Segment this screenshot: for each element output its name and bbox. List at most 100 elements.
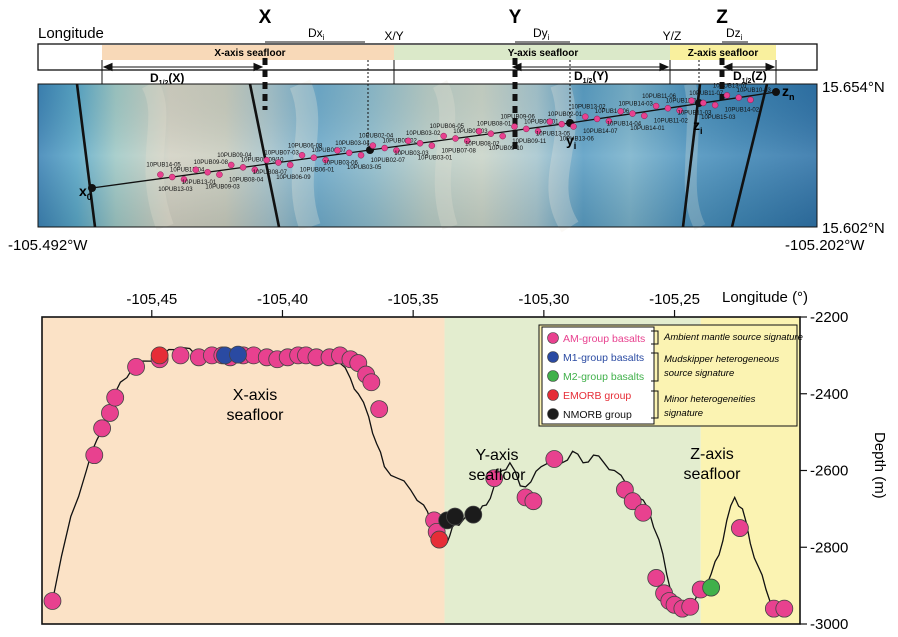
z-seafloor-bar-label: Z-axis seafloor bbox=[688, 48, 759, 59]
map-sample-dot bbox=[747, 96, 754, 104]
map-sample-dot bbox=[534, 128, 542, 135]
lon-left-label: -105.492°W bbox=[8, 237, 88, 254]
y-tick-label: -2800 bbox=[810, 539, 848, 556]
point-am-group bbox=[101, 404, 119, 422]
y-axis-label: Depth (m) bbox=[871, 432, 888, 499]
x0-point bbox=[88, 184, 96, 192]
legend-note-2b: source signature bbox=[664, 368, 734, 379]
map-sample-label: 10PUB08-02 bbox=[465, 141, 500, 147]
map-sample-label: 10PUB13-02 bbox=[571, 105, 606, 111]
y-tick-label: -3000 bbox=[810, 616, 848, 633]
x0-label: x0 bbox=[79, 183, 92, 202]
map-sample-label: 10PUB14-02 bbox=[725, 108, 760, 114]
point-m2-group bbox=[702, 578, 721, 597]
half-distance-y: D1/2(Y) bbox=[574, 69, 608, 85]
region-bg-0 bbox=[42, 317, 445, 624]
map-sample-dot bbox=[192, 166, 200, 174]
map-sample-label: 10PUB14-06 bbox=[595, 109, 630, 115]
map-sample-label: 10PUB03-04 bbox=[335, 141, 370, 147]
map-sample-dot bbox=[452, 135, 459, 142]
map-sample-dot bbox=[286, 161, 294, 169]
map-sample-label: 10PUB03-01 bbox=[418, 156, 453, 162]
map-sample-dot bbox=[652, 102, 660, 110]
map-sample-dot bbox=[487, 130, 495, 137]
map-sample-dot bbox=[393, 147, 400, 154]
point-am-group bbox=[106, 388, 125, 407]
zn-label: zn bbox=[782, 83, 795, 102]
point-am-group bbox=[171, 346, 190, 365]
z-region-label-1: Z-axis bbox=[690, 446, 734, 463]
map-sample-dot bbox=[334, 147, 341, 154]
map-sample-label: 10PUB07-08 bbox=[441, 148, 476, 154]
map-sample-dot bbox=[641, 112, 648, 120]
legend-label: EMORB group bbox=[563, 390, 631, 402]
map-sample-dot bbox=[617, 108, 624, 115]
legend-swatch bbox=[547, 408, 559, 420]
map-sample-label: 10PUB08-09/10 bbox=[241, 158, 284, 164]
yz-boundary-label: Y/Z bbox=[663, 29, 682, 43]
point-emorb bbox=[430, 530, 449, 549]
map-sample-label: 10PUB13-07 bbox=[713, 83, 748, 89]
map-sample-dot bbox=[700, 99, 707, 107]
map-sample-dot bbox=[357, 151, 365, 159]
y-region-label-2: seafloor bbox=[469, 467, 527, 484]
y-letter: Y bbox=[509, 7, 522, 28]
map-sample-label: 10PUB09-03 bbox=[205, 185, 240, 191]
legend-note-3a: Minor heterogeneities bbox=[664, 394, 756, 405]
map-sample-dot bbox=[723, 92, 731, 99]
map-sample-label: 10PUB09-04 bbox=[217, 153, 252, 159]
map-sample-dot bbox=[239, 164, 247, 171]
map-sample-label: 10PUB08-01 bbox=[477, 122, 512, 128]
map-sample-dot bbox=[404, 137, 412, 145]
point-am-group bbox=[634, 503, 653, 522]
map-sample-dot bbox=[735, 94, 742, 101]
map-sample-label: 10PUB14-01 bbox=[630, 126, 665, 132]
x-region-label-1: X-axis bbox=[233, 387, 277, 404]
map-sample-label: 10PUB06-07 bbox=[312, 148, 347, 154]
map-sample-label: 10PUB06-09 bbox=[276, 175, 311, 181]
map-sample-label: 10PUB06-08 bbox=[288, 143, 323, 149]
map-sample-dot bbox=[168, 173, 176, 181]
x-letter: X bbox=[259, 7, 272, 28]
point-m1-group bbox=[229, 345, 247, 364]
map-sample-dot bbox=[546, 118, 554, 125]
legend-swatch bbox=[547, 370, 559, 382]
map-sample-dot bbox=[570, 123, 577, 130]
map-axis-markers bbox=[262, 58, 725, 150]
z-region-label-2: seafloor bbox=[684, 466, 742, 483]
map-longitude-label: Longitude bbox=[38, 25, 104, 42]
map-sample-label: 10PUB09-06 bbox=[500, 114, 535, 120]
map-sample-dot bbox=[511, 123, 518, 130]
lon-right-label: -105.202°W bbox=[785, 237, 865, 254]
point-am-group bbox=[681, 597, 700, 616]
x-tick-label: -105,35 bbox=[388, 291, 439, 308]
map-sample-label: 10PUB07-03 bbox=[264, 151, 299, 157]
map-sample-dot bbox=[676, 107, 683, 114]
map-sample-label: 10PUB02-02 bbox=[382, 138, 417, 144]
map-sample-dot bbox=[345, 149, 353, 157]
xy-boundary-label: X/Y bbox=[384, 29, 403, 43]
bathymetry-texture bbox=[141, 79, 706, 233]
map-sample-label: 10PUB02-04 bbox=[359, 134, 394, 140]
x-tick-label: -105,25 bbox=[649, 291, 700, 308]
map-sample-label: 10PUB09-11 bbox=[512, 139, 547, 145]
map-sample-dot bbox=[593, 115, 601, 123]
x-tick-label: -105,40 bbox=[257, 291, 308, 308]
zn-point bbox=[772, 88, 780, 96]
y-axis-seafloor-bar bbox=[394, 45, 670, 60]
map-sample-label: 10PUB11-02 bbox=[654, 118, 689, 124]
zi-label: zi bbox=[693, 117, 703, 136]
map-panel: Longitude X-axis seafloor Y-axis seafloo… bbox=[8, 7, 885, 254]
map-sample-label: 10PUB03-05 bbox=[347, 165, 382, 171]
map-sample-dot bbox=[227, 161, 235, 169]
x-region-label-2: seafloor bbox=[227, 407, 285, 424]
legend-note-1: Ambient mantle source signature bbox=[663, 332, 803, 343]
map-sample-label: 10PUB06-01 bbox=[300, 168, 335, 174]
map-sample-label: 10PUB08-03 bbox=[453, 129, 488, 135]
point-am-group bbox=[362, 373, 381, 392]
legend-label: NMORB group bbox=[563, 409, 632, 421]
point-am-group bbox=[485, 469, 504, 488]
map-sample-dot bbox=[275, 159, 282, 166]
point-am-group bbox=[647, 569, 666, 587]
profile-chart: -105,45 -105,40 -105,35 -105,30 -105,25 -2200… bbox=[41, 289, 888, 633]
